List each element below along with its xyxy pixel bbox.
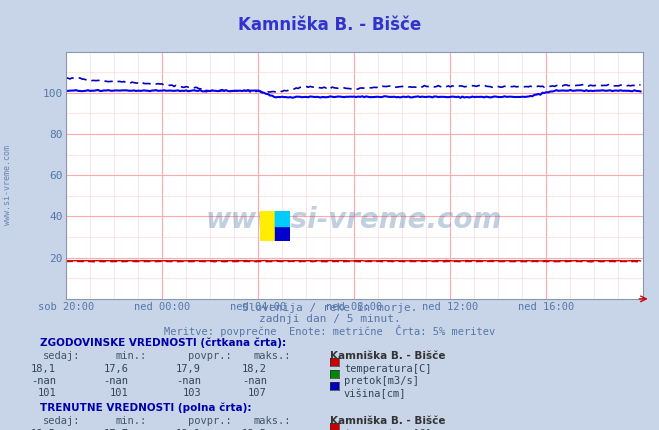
Polygon shape: [275, 211, 290, 226]
Text: 18,5: 18,5: [31, 429, 56, 430]
Text: Kamniška B. - Bišče: Kamniška B. - Bišče: [238, 16, 421, 34]
Text: -nan: -nan: [242, 376, 267, 386]
Polygon shape: [275, 211, 290, 226]
Text: Kamniška B. - Bišče: Kamniška B. - Bišče: [330, 351, 445, 361]
Text: zadnji dan / 5 minut.: zadnji dan / 5 minut.: [258, 314, 401, 324]
Text: 17,9: 17,9: [176, 364, 201, 374]
Text: pretok[m3/s]: pretok[m3/s]: [344, 376, 419, 386]
Polygon shape: [275, 226, 290, 241]
Text: www.si-vreme.com: www.si-vreme.com: [206, 206, 502, 234]
Text: višina[cm]: višina[cm]: [344, 388, 407, 399]
Text: 101: 101: [110, 388, 129, 398]
Text: povpr.:: povpr.:: [188, 416, 231, 426]
Text: Meritve: povprečne  Enote: metrične  Črta: 5% meritev: Meritve: povprečne Enote: metrične Črta:…: [164, 325, 495, 337]
Text: povpr.:: povpr.:: [188, 351, 231, 361]
Text: TRENUTNE VREDNOSTI (polna črta):: TRENUTNE VREDNOSTI (polna črta):: [40, 402, 251, 413]
Text: min.:: min.:: [115, 416, 146, 426]
Text: 18,5: 18,5: [242, 429, 267, 430]
Text: temperatura[C]: temperatura[C]: [344, 429, 432, 430]
Text: 107: 107: [248, 388, 267, 398]
Text: 101: 101: [38, 388, 56, 398]
Polygon shape: [260, 211, 275, 241]
Polygon shape: [275, 226, 290, 241]
Text: Slovenija / reke in morje.: Slovenija / reke in morje.: [242, 303, 417, 313]
Text: Kamniška B. - Bišče: Kamniška B. - Bišče: [330, 416, 445, 426]
Text: 17,6: 17,6: [103, 364, 129, 374]
Text: 18,1: 18,1: [31, 364, 56, 374]
Text: 103: 103: [183, 388, 201, 398]
Text: temperatura[C]: temperatura[C]: [344, 364, 432, 374]
Text: -nan: -nan: [176, 376, 201, 386]
Text: 18,2: 18,2: [242, 364, 267, 374]
Text: maks.:: maks.:: [254, 351, 291, 361]
Text: -nan: -nan: [31, 376, 56, 386]
Text: sedaj:: sedaj:: [43, 416, 80, 426]
Text: 17,7: 17,7: [103, 429, 129, 430]
Text: 18,0: 18,0: [176, 429, 201, 430]
Text: ZGODOVINSKE VREDNOSTI (črtkana črta):: ZGODOVINSKE VREDNOSTI (črtkana črta):: [40, 338, 285, 348]
Text: www.si-vreme.com: www.si-vreme.com: [3, 145, 13, 225]
Text: -nan: -nan: [103, 376, 129, 386]
Text: min.:: min.:: [115, 351, 146, 361]
Text: sedaj:: sedaj:: [43, 351, 80, 361]
Text: maks.:: maks.:: [254, 416, 291, 426]
